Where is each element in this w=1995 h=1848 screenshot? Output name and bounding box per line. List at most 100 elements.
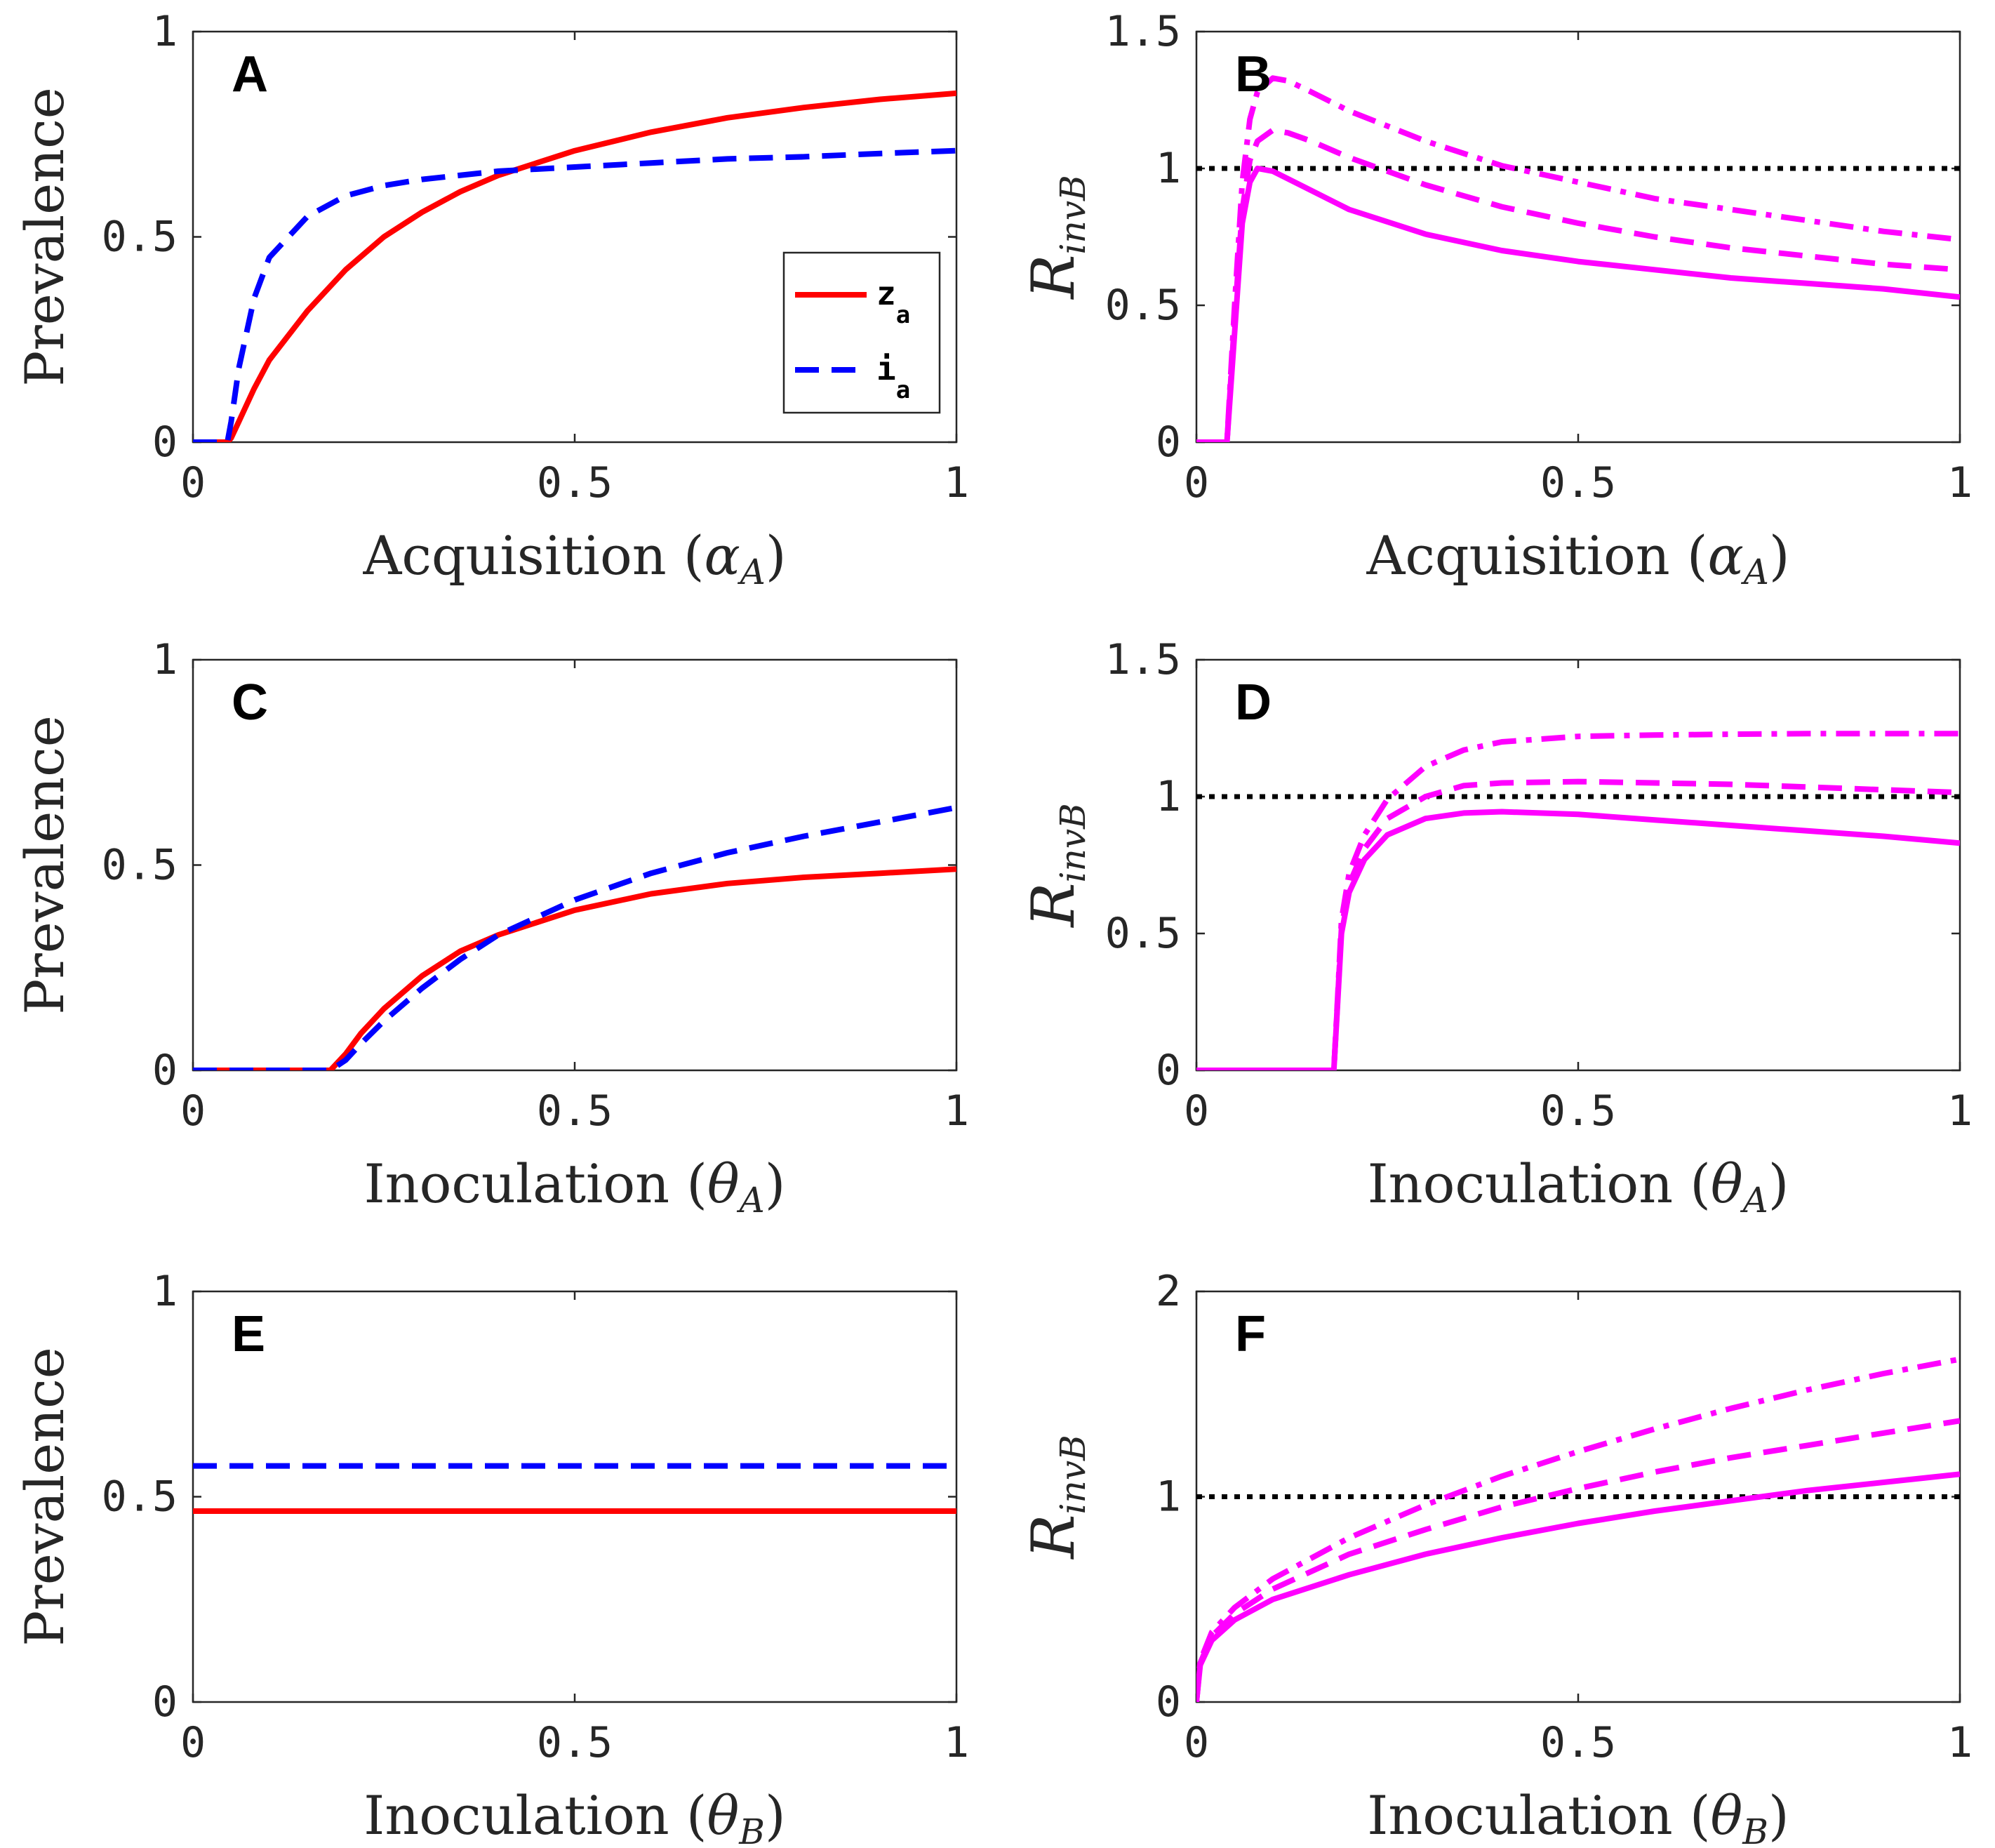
y-tick-label: 0.5 <box>102 841 178 890</box>
y-axis-label: RinvB <box>1019 175 1093 300</box>
panel-d: 0 0.5 1 0 0.5 1 1.5 D Inoculation (θA) RinvB <box>1019 635 1973 1221</box>
x-axis-label-paren: ) <box>765 1784 786 1847</box>
series-dashed <box>1196 127 1960 442</box>
legend-label-z: za <box>876 274 910 329</box>
x-axis-label-paren: ( <box>1673 1152 1711 1215</box>
y-axis-label: Prevalence <box>13 87 76 386</box>
x-axis-label-paren: ) <box>1768 1784 1789 1847</box>
y-tick-label: 1 <box>1156 1473 1181 1522</box>
x-axis-label-paren: ) <box>765 1152 786 1215</box>
x-axis-label-symbol: θ <box>707 1784 740 1847</box>
series-z-a <box>193 866 956 1070</box>
plot-area <box>192 658 958 1072</box>
x-axis-label-subscript: B <box>1742 1812 1768 1848</box>
legend-label-name: i <box>876 350 896 387</box>
x-tick-label: 1 <box>1947 1718 1973 1767</box>
x-axis-label-subscript: A <box>737 1180 765 1221</box>
y-axis-label-symbol: R <box>1019 882 1088 928</box>
panel-letter: D <box>1235 674 1272 731</box>
y-axis-label-symbol: R <box>1019 254 1088 300</box>
y-tick-label: 1 <box>152 1267 178 1316</box>
x-axis-label-symbol: θ <box>1711 1784 1743 1847</box>
y-tick-label: 0.5 <box>102 213 178 262</box>
legend-label-subscript: a <box>896 301 910 329</box>
x-tick-label: 1 <box>1947 1086 1973 1136</box>
x-axis-label-symbol: θ <box>1711 1152 1743 1215</box>
panel-e: 0 0.5 1 0 0.5 1 E Inoculation (θB) Prevalence <box>13 1267 969 1848</box>
x-tick-label: 0.5 <box>537 1086 613 1136</box>
x-tick-label: 0 <box>1184 1086 1209 1136</box>
x-axis-label-symbol: α <box>1707 524 1743 587</box>
x-tick-label: 0 <box>1184 1718 1209 1767</box>
series-group <box>1196 731 1960 1070</box>
x-axis-label: Inoculation (θA) <box>1368 1152 1789 1221</box>
series-z-a <box>193 90 956 442</box>
series-dashdot <box>1196 1356 1960 1702</box>
panel-c: 0 0.5 1 0 0.5 1 C Inoculation (θA) Prevalence <box>13 635 969 1221</box>
x-axis-label-word: Inoculation <box>1367 1784 1672 1847</box>
series-group <box>1196 75 1960 442</box>
x-axis-label-symbol: α <box>704 524 740 587</box>
x-axis-label: Acquisition (αA) <box>362 524 786 592</box>
x-axis-label-word: Inoculation <box>363 1784 669 1847</box>
panel-f: 0 0.5 1 0 1 2 F Inoculation (θB) RinvB <box>1019 1267 1973 1848</box>
y-tick-label: 0 <box>1156 418 1181 467</box>
x-axis-label-paren: ( <box>669 1152 707 1215</box>
x-axis-label-subscript: B <box>738 1812 765 1848</box>
series-group <box>1196 1356 1960 1702</box>
series-dashdot <box>1196 731 1960 1070</box>
legend-label-subscript: a <box>896 376 910 404</box>
x-axis-label-subscript: A <box>1741 552 1769 592</box>
y-tick-label: 0 <box>152 1677 178 1727</box>
x-tick-label: 0 <box>180 458 206 507</box>
y-axis-label-subscript: invB <box>1053 1435 1093 1514</box>
series-dashdot <box>1196 75 1960 442</box>
y-tick-label: 1 <box>152 7 178 56</box>
panel-letter: C <box>232 674 268 731</box>
x-tick-label: 0 <box>1184 458 1209 507</box>
x-axis-label-paren: ( <box>1670 524 1708 587</box>
x-axis-label-word: Inoculation <box>364 1152 669 1215</box>
y-tick-label: 0 <box>1156 1046 1181 1095</box>
y-axis-label: Prevalence <box>13 1347 76 1646</box>
series-solid <box>1196 1471 1960 1702</box>
y-axis-label-subscript: invB <box>1053 175 1093 254</box>
y-tick-label: 0.5 <box>1105 281 1181 330</box>
y-tick-label: 0.5 <box>1105 909 1181 958</box>
x-tick-label: 1 <box>944 1718 969 1767</box>
x-axis-label-paren: ) <box>1768 1152 1789 1215</box>
y-tick-label: 0 <box>152 418 178 467</box>
series-i-a <box>193 804 956 1070</box>
series-group <box>193 90 956 442</box>
y-tick-label: 1.5 <box>1105 635 1181 684</box>
x-axis-label: Inoculation (θA) <box>364 1152 786 1221</box>
x-axis-label-word: Acquisition <box>1366 524 1669 587</box>
x-tick-label: 0.5 <box>1540 458 1616 507</box>
x-tick-label: 1 <box>1947 458 1973 507</box>
series-group <box>193 1463 956 1514</box>
y-axis-label-symbol: R <box>1019 1514 1088 1560</box>
x-tick-label: 0.5 <box>1540 1718 1616 1767</box>
x-axis-label-symbol: θ <box>707 1152 740 1215</box>
y-tick-label: 1 <box>152 635 178 684</box>
legend-label-name: z <box>876 274 896 312</box>
y-tick-label: 1 <box>1156 772 1181 821</box>
x-axis-label-paren: ( <box>669 1784 707 1847</box>
legend-box <box>782 251 941 414</box>
panel-letter: B <box>1235 46 1272 102</box>
y-axis-label-subscript: invB <box>1053 803 1093 882</box>
y-axis-label: RinvB <box>1019 803 1093 928</box>
x-axis-label: Inoculation (θB) <box>1367 1784 1789 1848</box>
panel-letter: E <box>232 1306 265 1362</box>
legend-label-i: ia <box>876 350 910 404</box>
x-axis-label-paren: ( <box>1673 1784 1711 1847</box>
x-tick-label: 1 <box>944 1086 969 1136</box>
x-tick-label: 0 <box>180 1086 206 1136</box>
x-axis-label-paren: ) <box>766 524 787 587</box>
panel-b: 0 0.5 1 0 0.5 1 1.5 B Acquisition (αA) RinvB <box>1019 7 1973 592</box>
series-dashed <box>1196 1418 1960 1702</box>
y-axis-label: RinvB <box>1019 1435 1093 1560</box>
x-axis-label: Acquisition (αA) <box>1366 524 1789 592</box>
